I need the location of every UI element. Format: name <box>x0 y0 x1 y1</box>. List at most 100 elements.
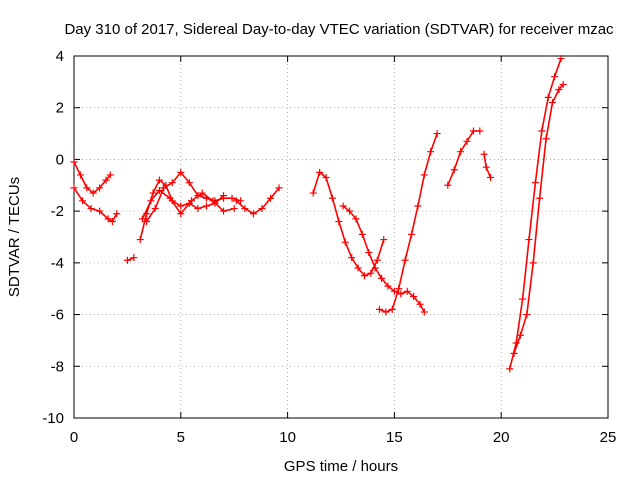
data-point <box>83 184 91 192</box>
y-tick-label: -8 <box>51 358 64 375</box>
data-point <box>138 215 146 223</box>
y-tick-label: 2 <box>56 100 64 117</box>
data-point <box>375 305 383 313</box>
data-point <box>194 205 202 213</box>
data-point <box>108 217 116 225</box>
series-track-2 <box>70 184 121 225</box>
series-line <box>235 187 280 215</box>
data-point <box>516 331 524 339</box>
data-point <box>548 99 556 107</box>
data-point <box>354 264 362 272</box>
chart-title: Day 310 of 2017, Sidereal Day-to-day VTE… <box>64 21 614 38</box>
data-point <box>384 282 392 290</box>
data-point <box>87 205 95 213</box>
x-tick-label: 10 <box>279 429 296 446</box>
data-point <box>371 264 379 272</box>
data-point <box>96 184 104 192</box>
data-point <box>194 192 202 200</box>
data-point <box>358 230 366 238</box>
data-point <box>123 256 131 264</box>
data-point <box>407 230 415 238</box>
data-point <box>335 217 343 225</box>
data-point <box>228 194 236 202</box>
data-point <box>388 305 396 313</box>
series-line <box>379 133 438 313</box>
data-point <box>538 127 546 135</box>
data-point <box>275 184 283 192</box>
data-point <box>322 174 330 182</box>
data-point <box>104 215 112 223</box>
data-point <box>241 205 249 213</box>
data-point <box>457 148 465 156</box>
data-point <box>96 207 104 215</box>
data-point <box>258 205 266 213</box>
data-point <box>155 186 163 194</box>
data-point <box>382 308 390 316</box>
series-track-3 <box>123 254 138 264</box>
data-point <box>249 210 257 218</box>
y-tick-label: -10 <box>42 410 64 427</box>
data-point <box>433 130 441 138</box>
data-point <box>155 176 163 184</box>
data-point <box>544 93 552 101</box>
data-point <box>555 86 563 94</box>
data-point <box>352 215 360 223</box>
data-point <box>198 189 206 197</box>
x-tick-label: 25 <box>600 429 617 446</box>
data-point <box>525 236 533 244</box>
series-track-6 <box>143 168 245 225</box>
x-tick-label: 20 <box>493 429 510 446</box>
data-point <box>557 55 565 63</box>
series-track-12 <box>480 150 495 182</box>
data-point <box>151 205 159 213</box>
data-point <box>70 158 78 166</box>
data-point <box>551 73 559 81</box>
data-point <box>529 259 537 267</box>
data-point <box>177 168 185 176</box>
data-point <box>149 189 157 197</box>
data-point <box>185 179 193 187</box>
data-point <box>380 236 388 244</box>
data-point <box>220 194 228 202</box>
series-track-13 <box>506 55 565 373</box>
data-point <box>89 189 97 197</box>
data-point <box>416 300 424 308</box>
data-point <box>177 202 185 210</box>
data-point <box>420 171 428 179</box>
series-track-5 <box>138 186 238 223</box>
series-track-7 <box>232 184 283 218</box>
data-point <box>390 287 398 295</box>
data-point <box>316 168 324 176</box>
data-point <box>523 311 531 319</box>
data-point <box>542 135 550 143</box>
data-point <box>559 80 567 88</box>
data-point <box>147 197 155 205</box>
data-point <box>211 197 219 205</box>
y-tick-label: -4 <box>51 255 64 272</box>
y-tick-label: 4 <box>56 48 64 65</box>
data-point <box>531 179 539 187</box>
data-point <box>168 179 176 187</box>
data-point <box>487 174 495 182</box>
series-track-1 <box>70 158 114 197</box>
data-point <box>113 210 121 218</box>
data-point <box>348 254 356 262</box>
x-axis-label: GPS time / hours <box>284 458 398 475</box>
data-point <box>420 308 428 316</box>
series-track-8 <box>309 168 388 280</box>
series-track-11 <box>444 127 484 189</box>
series-line <box>141 189 235 220</box>
data-point <box>469 127 477 135</box>
data-point <box>220 207 228 215</box>
y-tick-label: 0 <box>56 151 64 168</box>
data-point <box>367 269 375 277</box>
data-point <box>482 163 490 171</box>
data-point <box>177 210 185 218</box>
data-point <box>463 137 471 145</box>
series-track-10 <box>375 130 441 316</box>
y-axis-label: SDTVAR / TECUs <box>6 177 23 297</box>
data-point <box>414 202 422 210</box>
data-series <box>70 55 567 373</box>
